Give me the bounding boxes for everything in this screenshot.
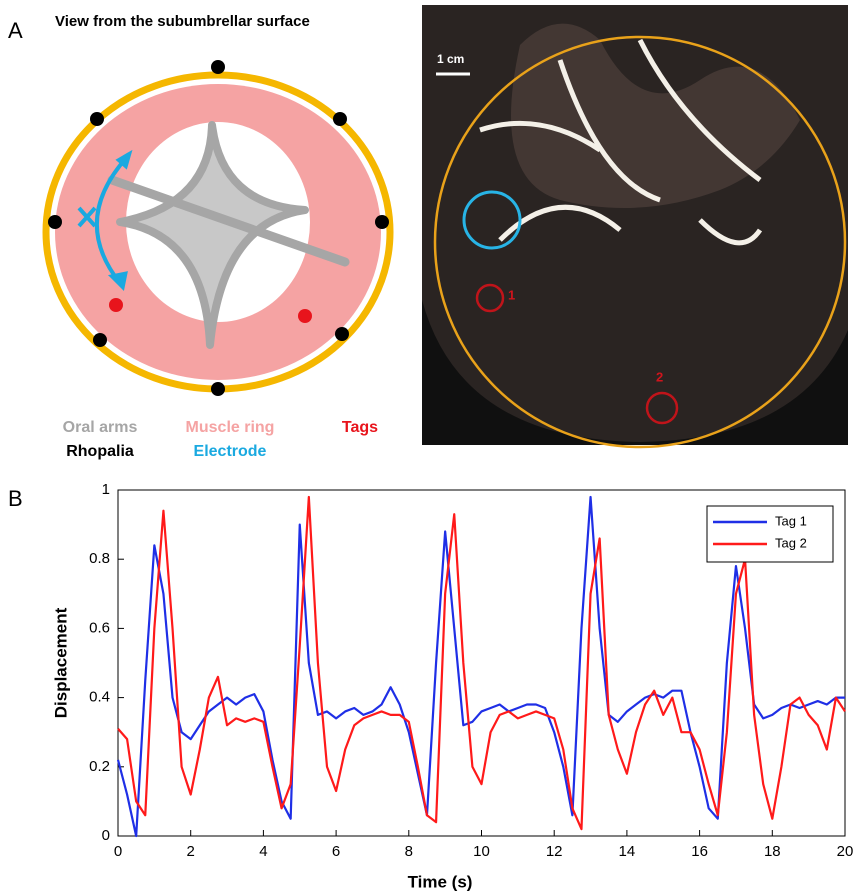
- legend-label: Oral arms: [63, 419, 138, 436]
- x-axis-label: Time (s): [408, 872, 473, 891]
- y-tick-label: 0.6: [89, 619, 110, 636]
- jellyfish-diagram: [46, 60, 390, 396]
- legend-label: Tag 2: [775, 535, 807, 550]
- y-tick-label: 0.2: [89, 758, 110, 775]
- x-tick-label: 0: [114, 843, 122, 860]
- y-axis-label: Displacement: [51, 607, 70, 718]
- diagram-legend: Oral arms Muscle ring Tags Rhopalia Electrod…: [63, 419, 379, 460]
- y-tick-label: 0.8: [89, 550, 110, 567]
- y-tick-label: 1: [102, 481, 110, 498]
- x-tick-label: 12: [546, 843, 563, 860]
- tag-label: 2: [656, 369, 663, 384]
- x-tick-label: 16: [691, 843, 708, 860]
- y-tick-label: 0.4: [89, 689, 110, 706]
- x-tick-label: 18: [764, 843, 781, 860]
- page: A B View from the subumbrellar surface O…: [0, 0, 857, 895]
- tag-label: 1: [508, 287, 515, 302]
- legend-label: Tag 1: [775, 513, 807, 528]
- legend-label: Tags: [342, 419, 378, 436]
- legend-label: Rhopalia: [66, 443, 134, 460]
- x-tick-label: 6: [332, 843, 340, 860]
- x-tick-label: 10: [473, 843, 490, 860]
- legend-label: Electrode: [194, 443, 267, 460]
- x-tick-label: 2: [187, 843, 195, 860]
- x-tick-label: 8: [405, 843, 413, 860]
- scale-label: 1 cm: [437, 52, 464, 66]
- x-tick-label: 4: [259, 843, 267, 860]
- x-tick-label: 14: [619, 843, 636, 860]
- legend-box: [707, 506, 833, 562]
- y-tick-label: 0: [102, 827, 110, 844]
- panel-label: B: [8, 486, 23, 511]
- photo: 1 cm 1 2: [422, 5, 848, 447]
- legend-label: Muscle ring: [186, 419, 275, 436]
- panel-label: A: [8, 18, 23, 43]
- figure: A B View from the subumbrellar surface O…: [0, 0, 857, 895]
- x-tick-label: 20: [837, 843, 854, 860]
- diagram-title: View from the subumbrellar surface: [55, 13, 310, 30]
